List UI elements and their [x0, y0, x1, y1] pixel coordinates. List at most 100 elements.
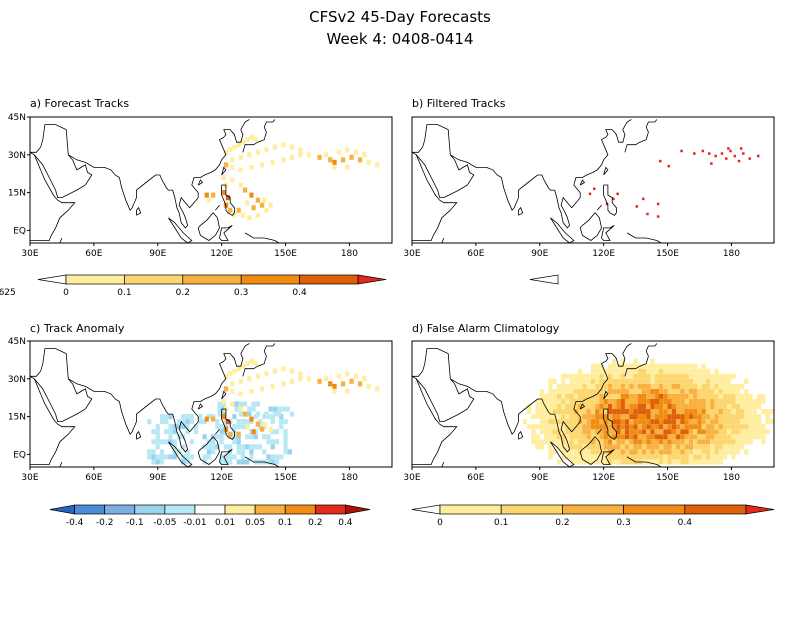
climatology-cell: [684, 439, 689, 445]
climatology-cell: [573, 388, 579, 394]
colorbar-high-arrow: [345, 504, 371, 515]
climatology-cell: [582, 383, 587, 389]
climatology-cell: [646, 424, 651, 430]
climatology-cell: [569, 398, 574, 404]
y-tick-label: EQ: [13, 226, 26, 236]
climatology-cell: [680, 404, 685, 410]
climatology-cell: [633, 383, 638, 389]
climatology-cell: [748, 409, 753, 415]
climatology-cell: [701, 398, 706, 404]
climatology-cell: [654, 404, 660, 410]
climatology-cell: [654, 378, 660, 384]
climatology-cell: [624, 368, 630, 374]
anomaly-cell-negative: [168, 414, 173, 420]
figure-title-line2: Week 4: 0408-0414: [327, 30, 474, 48]
climatology-cell: [569, 459, 574, 465]
climatology-cell: [718, 429, 723, 435]
climatology-cell: [697, 414, 702, 420]
climatology-cell: [718, 388, 723, 394]
track-cell: [255, 149, 260, 155]
climatology-cell: [646, 429, 651, 435]
climatology-cell: [756, 404, 762, 410]
anomaly-cell-negative: [262, 449, 267, 455]
climatology-cell: [680, 363, 685, 369]
anomaly-cell-negative: [253, 429, 258, 435]
climatology-cell: [744, 409, 749, 415]
climatology-cell: [620, 429, 625, 435]
coastline: [136, 430, 142, 440]
climatology-cell: [646, 398, 651, 404]
track-cell: [362, 152, 367, 158]
track-cell: [259, 202, 265, 208]
climatology-cell: [667, 449, 672, 455]
climatology-cell: [637, 383, 642, 389]
climatology-cell: [684, 414, 689, 420]
track-cell: [656, 215, 660, 218]
climatology-cell: [650, 414, 655, 420]
climatology-cell: [722, 454, 728, 460]
climatology-cell: [714, 373, 719, 379]
climatology-cell: [654, 444, 660, 450]
climatology-cell: [744, 404, 749, 410]
climatology-cell: [607, 409, 613, 415]
anomaly-cell-negative: [172, 429, 177, 435]
climatology-cell: [714, 429, 719, 435]
climatology-cell: [722, 449, 728, 455]
climatology-cell: [565, 454, 570, 460]
climatology-cell: [616, 414, 621, 420]
climatology-cell: [688, 459, 694, 465]
climatology-cell: [646, 454, 651, 460]
climatology-cell: [569, 388, 574, 394]
climatology-cell: [539, 398, 545, 404]
climatology-cell: [663, 439, 668, 445]
climatology-cell: [552, 378, 557, 384]
climatology-cell: [612, 383, 617, 389]
climatology-cell: [744, 398, 749, 404]
track-cell: [317, 154, 322, 160]
climatology-cell: [582, 409, 587, 415]
anomaly-cell-negative: [185, 454, 190, 460]
track-cell: [223, 386, 229, 392]
climatology-cell: [599, 439, 604, 445]
anomaly-cell-negative: [211, 449, 216, 455]
track-cell: [733, 154, 737, 158]
climatology-cell: [744, 414, 749, 420]
track-cell: [247, 152, 252, 158]
climatology-cell: [654, 393, 660, 399]
climatology-cell: [765, 429, 770, 435]
coastline: [626, 232, 668, 243]
climatology-cell: [765, 419, 770, 425]
track-cell: [230, 388, 235, 394]
anomaly-cell-negative: [232, 454, 237, 460]
climatology-cell: [552, 404, 557, 410]
track-cell: [323, 376, 329, 382]
anomaly-cell-negative: [245, 459, 250, 465]
climatology-cell: [565, 419, 570, 425]
climatology-cell: [710, 393, 715, 399]
climatology-cell: [646, 404, 651, 410]
climatology-cell: [565, 383, 570, 389]
climatology-cell: [548, 393, 553, 399]
climatology-cell: [718, 404, 723, 410]
track-cell: [737, 159, 741, 163]
climatology-cell: [620, 383, 625, 389]
climatology-cell: [620, 404, 625, 410]
climatology-cell: [688, 409, 694, 415]
climatology-cell: [612, 363, 617, 369]
climatology-cell: [629, 378, 634, 384]
climatology-cell: [646, 383, 651, 389]
climatology-cell: [539, 393, 545, 399]
climatology-cell: [573, 419, 579, 425]
climatology-cell: [641, 378, 647, 384]
climatology-cell: [714, 368, 719, 374]
climatology-cell: [688, 383, 694, 389]
track-cell: [245, 361, 250, 367]
climatology-cell: [735, 439, 740, 445]
coastline: [603, 184, 617, 216]
coastline: [197, 403, 204, 410]
climatology-cell: [659, 454, 664, 460]
climatology-cell: [573, 429, 579, 435]
track-cell: [211, 416, 216, 422]
climatology-cell: [578, 368, 583, 374]
climatology-cell: [735, 424, 740, 430]
